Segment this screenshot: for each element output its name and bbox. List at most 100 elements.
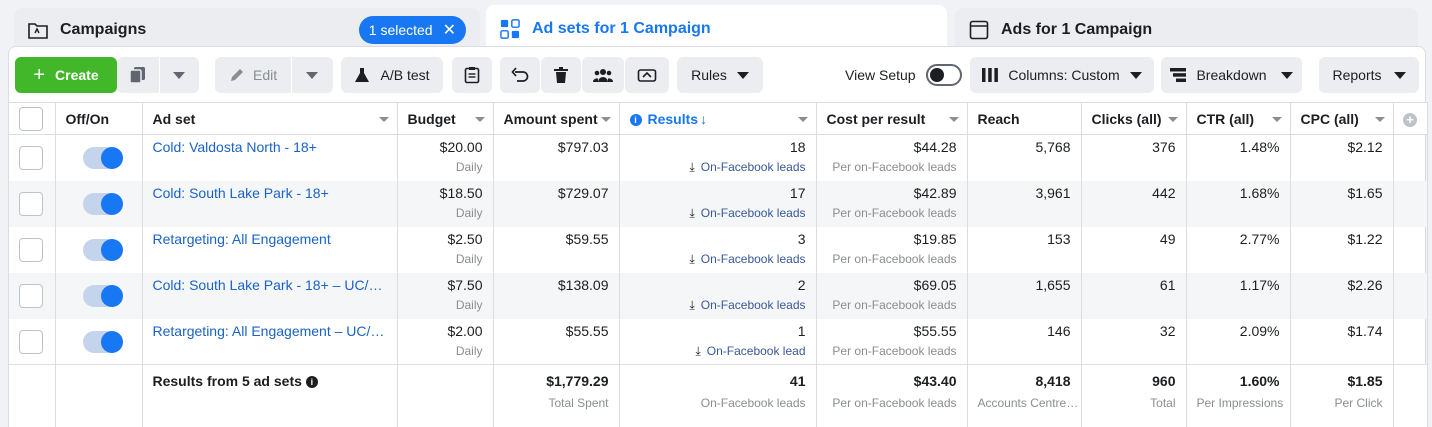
select-all-checkbox[interactable] xyxy=(19,106,43,131)
ad-set-name-link[interactable]: Cold: South Lake Park - 18+ – UC/… xyxy=(152,276,383,293)
clicks-value: 32 xyxy=(1159,322,1176,339)
col-reach[interactable]: Reach xyxy=(967,102,1082,135)
col-amount-spent[interactable]: Amount spent xyxy=(493,102,620,135)
row-checkbox[interactable] xyxy=(19,237,43,262)
columns-button[interactable]: Columns: Custom xyxy=(970,57,1154,93)
info-icon[interactable]: i xyxy=(305,376,318,389)
col-budget[interactable]: Budget xyxy=(397,102,494,135)
share-button[interactable] xyxy=(625,57,669,93)
cost-per-result-type: Per on-Facebook leads xyxy=(832,343,957,358)
selected-count: 1 selected xyxy=(368,22,433,38)
ctr-value: 1.17% xyxy=(1239,276,1280,293)
duplicate-button[interactable] xyxy=(117,57,199,93)
undo-button[interactable] xyxy=(500,57,540,93)
col-label: Reach xyxy=(977,110,1020,127)
table-row[interactable]: Retargeting: All Engagement $2.50 Daily $59… xyxy=(9,226,1428,273)
ab-test-button[interactable]: A/B test xyxy=(341,57,443,93)
budget-cell[interactable]: $20.00 Daily xyxy=(397,134,494,181)
col-cost-per-result[interactable]: Cost per result xyxy=(816,102,968,135)
col-label: CPC (all) xyxy=(1300,110,1359,127)
results-type: ⤓ On-Facebook leads xyxy=(630,252,805,266)
chevron-down-icon[interactable] xyxy=(474,117,485,122)
chevron-down-icon[interactable] xyxy=(1374,117,1385,122)
table-row[interactable]: Retargeting: All Engagement – UC/… $2.00 D… xyxy=(9,318,1428,365)
results-cell: 2 ⤓ On-Facebook leads xyxy=(619,272,817,319)
checkbox-cell xyxy=(9,134,56,181)
clipboard-button[interactable] xyxy=(452,57,492,93)
divider xyxy=(291,57,292,93)
col-ad-set[interactable]: Ad set xyxy=(142,102,398,135)
cpc-value: $1.22 xyxy=(1347,230,1383,247)
ad-set-toggle[interactable] xyxy=(82,284,123,307)
create-button[interactable]: + Create xyxy=(15,57,117,93)
ad-set-name-link[interactable]: Cold: South Lake Park - 18+ xyxy=(152,184,329,201)
results-type: ⤓ On-Facebook leads xyxy=(630,298,805,312)
chevron-down-icon[interactable] xyxy=(948,117,959,122)
ad-set-toggle[interactable] xyxy=(82,192,123,215)
view-setup[interactable]: View Setup xyxy=(845,57,962,93)
chevron-down-icon[interactable] xyxy=(306,72,318,79)
chevron-down-icon[interactable] xyxy=(173,72,185,79)
chevron-down-icon[interactable] xyxy=(1167,117,1178,122)
divider xyxy=(159,57,160,93)
table-row[interactable]: Cold: South Lake Park - 18+ $18.50 Daily $7… xyxy=(9,180,1428,227)
summary-value: $1,779.29 xyxy=(546,373,609,389)
table-row[interactable]: Cold: Valdosta North - 18+ $20.00 Daily $79… xyxy=(9,134,1428,181)
tab-label: Ads for 1 Campaign xyxy=(1001,21,1153,38)
ad-set-name-link[interactable]: Cold: Valdosta North - 18+ xyxy=(152,139,317,155)
table-row[interactable]: Cold: South Lake Park - 18+ – UC/… $7.50 D… xyxy=(9,272,1428,319)
audience-button[interactable] xyxy=(582,57,624,93)
results-value: 1 xyxy=(797,322,806,339)
reports-button[interactable]: Reports xyxy=(1319,57,1419,93)
cpc-cell: $2.26 xyxy=(1290,272,1394,319)
columns-icon xyxy=(982,68,999,82)
reach-cell: 153 xyxy=(967,226,1082,273)
row-checkbox[interactable] xyxy=(19,191,43,216)
col-cpc[interactable]: CPC (all) xyxy=(1290,102,1394,135)
chevron-down-icon[interactable] xyxy=(797,117,808,122)
selected-badge[interactable]: 1 selected ✕ xyxy=(358,16,466,44)
col-results[interactable]: i Results ↓ xyxy=(619,102,817,135)
chevron-down-icon[interactable] xyxy=(1271,117,1282,122)
row-checkbox[interactable] xyxy=(19,283,43,308)
ctr-value: 2.77% xyxy=(1239,230,1280,247)
chevron-down-icon xyxy=(1393,71,1406,79)
pencil-icon xyxy=(229,67,245,83)
results-type-label: On-Facebook lead xyxy=(706,343,806,358)
ad-set-name-link[interactable]: Retargeting: All Engagement – UC/… xyxy=(152,322,385,339)
ab-test-label: A/B test xyxy=(380,67,430,83)
add-column-icon[interactable]: + xyxy=(1403,112,1417,127)
close-icon[interactable]: ✕ xyxy=(442,22,456,39)
ad-set-toggle[interactable] xyxy=(82,147,123,169)
amount-spent-cell: $138.09 xyxy=(493,272,620,319)
info-icon[interactable]: i xyxy=(629,113,642,126)
chevron-down-icon[interactable] xyxy=(600,117,611,122)
view-setup-toggle[interactable] xyxy=(925,64,962,86)
breakdown-button[interactable]: Breakdown xyxy=(1161,57,1302,93)
budget-cell[interactable]: $7.50 Daily xyxy=(397,272,494,319)
row-checkbox[interactable] xyxy=(19,329,43,354)
col-clicks[interactable]: Clicks (all) xyxy=(1081,102,1187,135)
tab-campaigns[interactable]: Campaigns 1 selected ✕ xyxy=(14,8,480,52)
delete-button[interactable] xyxy=(541,57,581,93)
budget-cell[interactable]: $2.50 Daily xyxy=(397,226,494,273)
reach-value: 1,655 xyxy=(1035,276,1071,293)
ad-set-name-link[interactable]: Retargeting: All Engagement xyxy=(152,230,331,247)
rules-button[interactable]: Rules xyxy=(677,57,763,93)
summary-cell xyxy=(9,364,56,427)
ad-set-name-cell: Cold: South Lake Park - 18+ – UC/… xyxy=(142,272,398,319)
ctr-cell: 2.77% xyxy=(1186,226,1291,273)
col-ctr[interactable]: CTR (all) xyxy=(1186,102,1291,135)
col-off-on[interactable]: Off/On xyxy=(55,102,143,135)
ad-set-toggle[interactable] xyxy=(82,330,123,353)
budget-cell[interactable]: $18.50 Daily xyxy=(397,180,494,227)
row-checkbox[interactable] xyxy=(19,146,43,170)
tab-ads[interactable]: Ads for 1 Campaign xyxy=(955,8,1418,52)
budget-cell[interactable]: $2.00 Daily xyxy=(397,318,494,365)
tab-ad-sets[interactable]: Ad sets for 1 Campaign xyxy=(486,5,947,52)
ad-set-toggle[interactable] xyxy=(82,238,123,261)
summary-value: 41 xyxy=(789,373,806,389)
chevron-down-icon[interactable] xyxy=(378,117,389,122)
add-column-cell[interactable]: + xyxy=(1393,102,1428,135)
cpc-cell: $2.12 xyxy=(1290,134,1394,181)
